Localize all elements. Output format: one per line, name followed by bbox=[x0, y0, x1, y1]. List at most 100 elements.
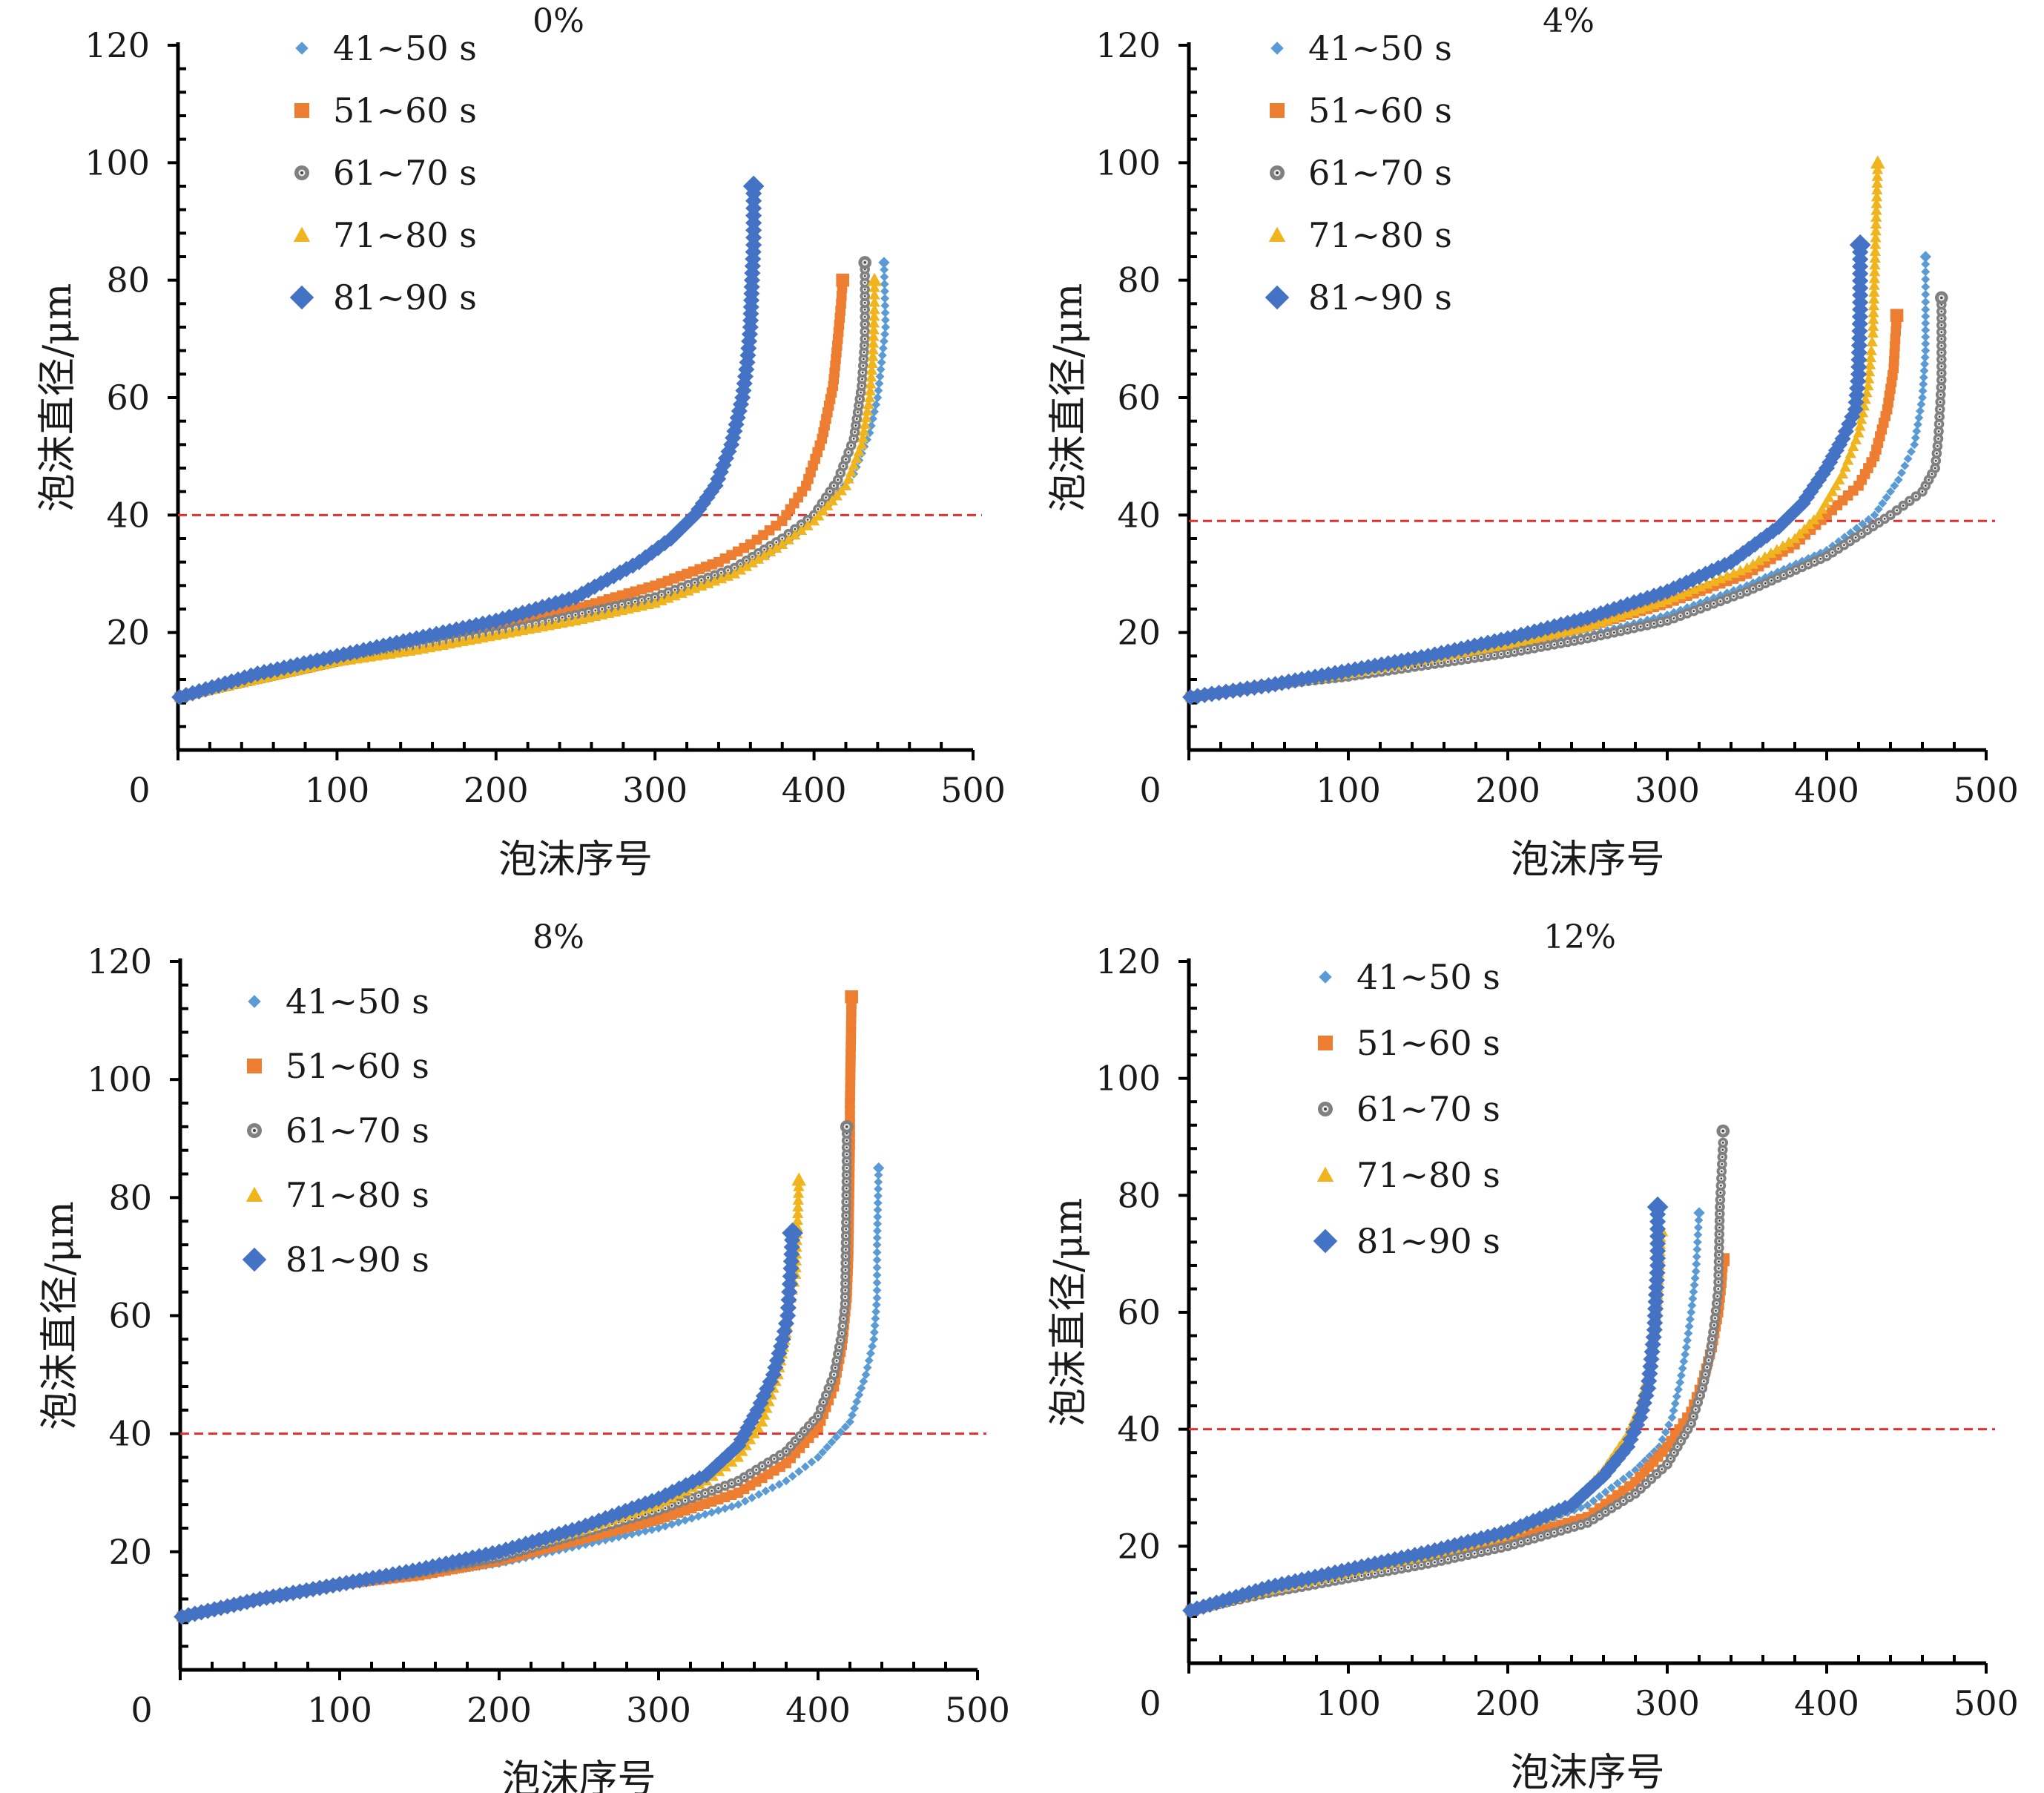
data-point bbox=[1715, 1180, 1727, 1191]
data-point bbox=[1934, 411, 1945, 422]
data-point bbox=[865, 378, 877, 389]
data-point bbox=[866, 364, 878, 375]
data-point bbox=[1221, 1590, 1238, 1608]
data-point bbox=[1694, 1215, 1704, 1225]
data-point bbox=[1871, 177, 1883, 188]
data-point bbox=[876, 365, 886, 374]
data-point bbox=[1827, 486, 1839, 496]
data-point bbox=[728, 567, 741, 579]
data-point bbox=[1869, 259, 1881, 270]
data-point bbox=[1919, 372, 1928, 382]
data-point bbox=[1692, 1237, 1702, 1247]
legend-item: 61~70 s bbox=[247, 1111, 429, 1151]
x-tick-label: 300 bbox=[1635, 770, 1700, 810]
data-point bbox=[610, 1505, 627, 1522]
data-point bbox=[858, 425, 870, 436]
legend-marker bbox=[1270, 42, 1284, 55]
data-point bbox=[872, 1293, 882, 1303]
data-point bbox=[1525, 1513, 1542, 1530]
data-point bbox=[752, 1422, 765, 1432]
data-point bbox=[857, 432, 869, 443]
data-point bbox=[1446, 1536, 1463, 1554]
data-point bbox=[1646, 1196, 1669, 1218]
legend-label: 51~60 s bbox=[286, 1046, 429, 1086]
data-point bbox=[1932, 441, 1943, 452]
legend-label: 51~60 s bbox=[333, 91, 477, 131]
data-point bbox=[717, 450, 735, 467]
data-point bbox=[748, 1428, 760, 1438]
data-point bbox=[870, 407, 880, 416]
y-axis-label: 泡沫直径/μm bbox=[1046, 283, 1091, 513]
data-point bbox=[1712, 1291, 1723, 1302]
data-point bbox=[1931, 455, 1942, 466]
data-point bbox=[877, 358, 886, 367]
data-point bbox=[754, 1490, 764, 1499]
data-point bbox=[1780, 509, 1797, 526]
data-point bbox=[1913, 420, 1922, 430]
data-point bbox=[611, 564, 629, 581]
data-point bbox=[868, 323, 880, 335]
data-point bbox=[1753, 555, 1765, 565]
data-point bbox=[1867, 300, 1880, 311]
data-point bbox=[1919, 366, 1929, 375]
legend-marker bbox=[289, 285, 314, 310]
data-point bbox=[1783, 536, 1795, 547]
data-point bbox=[866, 358, 878, 368]
data-point bbox=[1612, 1478, 1622, 1488]
legend-item: 81~90 s bbox=[1265, 277, 1452, 318]
legend-marker bbox=[1265, 285, 1290, 310]
data-point bbox=[1614, 1444, 1631, 1461]
data-point bbox=[840, 1422, 850, 1432]
data-point bbox=[1935, 291, 1948, 305]
data-point bbox=[859, 1377, 868, 1386]
data-point bbox=[1856, 407, 1869, 418]
data-point bbox=[1589, 1496, 1598, 1506]
data-point bbox=[1919, 251, 1931, 263]
x-tick-label: 400 bbox=[785, 1690, 851, 1730]
data-point bbox=[788, 1472, 797, 1481]
data-point bbox=[1921, 346, 1931, 355]
data-point bbox=[1934, 404, 1945, 415]
data-point bbox=[873, 1212, 883, 1222]
data-point bbox=[868, 330, 880, 341]
x-tick-label: 200 bbox=[1475, 770, 1540, 810]
data-point bbox=[1600, 1487, 1610, 1497]
y-tick-label: 40 bbox=[1117, 1409, 1161, 1450]
data-point bbox=[845, 466, 857, 477]
data-point bbox=[867, 350, 879, 361]
data-point bbox=[1691, 1266, 1701, 1276]
data-point bbox=[1920, 352, 1930, 362]
data-point bbox=[594, 1536, 604, 1546]
data-point bbox=[614, 1532, 624, 1542]
data-point bbox=[853, 445, 865, 456]
data-point bbox=[1863, 366, 1876, 377]
data-point bbox=[1921, 326, 1931, 335]
data-point bbox=[171, 688, 188, 705]
data-point bbox=[840, 1120, 854, 1134]
data-point bbox=[837, 1328, 848, 1339]
legend-label: 81~90 s bbox=[1308, 277, 1452, 318]
data-point bbox=[1227, 1588, 1244, 1605]
data-point bbox=[1693, 1230, 1703, 1240]
data-point bbox=[1870, 204, 1882, 215]
data-point bbox=[848, 459, 860, 470]
data-point bbox=[673, 1518, 683, 1527]
data-point bbox=[1734, 565, 1747, 576]
data-point bbox=[1661, 594, 1673, 605]
data-point bbox=[229, 671, 246, 688]
y-tick-label: 40 bbox=[106, 495, 150, 535]
data-point bbox=[561, 590, 578, 608]
data-point bbox=[1935, 397, 1945, 407]
data-point bbox=[1856, 413, 1867, 424]
data-point bbox=[1247, 1582, 1264, 1599]
data-point bbox=[874, 1177, 883, 1187]
data-point bbox=[1692, 1245, 1702, 1254]
data-point bbox=[1546, 618, 1563, 635]
data-point bbox=[1532, 621, 1549, 639]
y-tick-label: 40 bbox=[1117, 495, 1161, 535]
data-point bbox=[1871, 184, 1883, 195]
data-point bbox=[752, 553, 765, 564]
data-point bbox=[1629, 1416, 1646, 1433]
data-point bbox=[1544, 1504, 1561, 1521]
data-point bbox=[1634, 1401, 1651, 1419]
